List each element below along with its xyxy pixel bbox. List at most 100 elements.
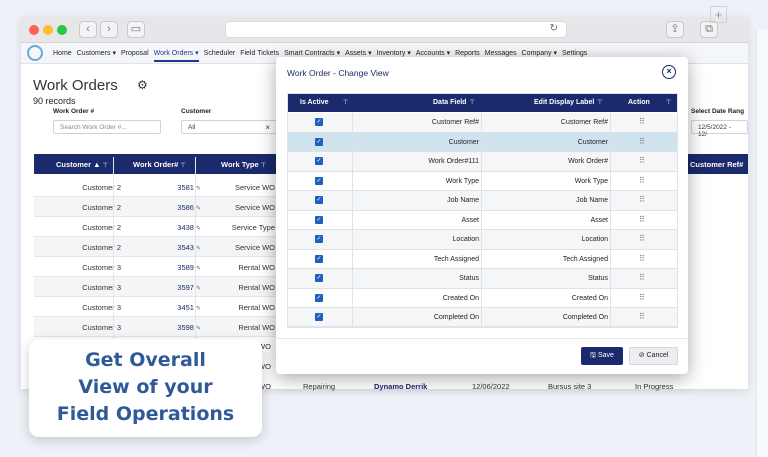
forward-icon[interactable]: › xyxy=(100,21,118,38)
drag-handle-icon[interactable]: ⠿ xyxy=(639,273,645,282)
filter-icon[interactable]: ⊤ xyxy=(102,163,108,169)
edit-icon[interactable]: ✎ xyxy=(195,186,201,192)
work-order-cell[interactable]: 3543 ✎ xyxy=(177,243,201,252)
work-order-link[interactable]: 3543 xyxy=(177,243,194,252)
is-active-checkbox[interactable]: ✓ xyxy=(315,313,323,321)
table-row[interactable]: Customer 3 3451 ✎ Rental WO xyxy=(34,297,279,317)
nav-item[interactable]: Scheduler xyxy=(203,50,236,57)
header-customer-ref[interactable]: Customer Ref# xyxy=(690,160,744,169)
work-order-cell[interactable]: 3451 ✎ xyxy=(177,303,201,312)
drag-handle-icon[interactable]: ⠿ xyxy=(639,156,645,165)
work-order-cell[interactable]: 3597 ✎ xyxy=(177,283,201,292)
edit-icon[interactable]: ✎ xyxy=(195,206,201,212)
is-active-checkbox[interactable]: ✓ xyxy=(315,235,323,243)
clear-icon[interactable]: × xyxy=(265,123,270,132)
customer-select[interactable]: All × xyxy=(181,120,277,134)
is-active-checkbox[interactable]: ✓ xyxy=(315,215,323,224)
nav-item[interactable]: Company ▾ xyxy=(521,50,557,57)
column-config-row[interactable]: ✓ Work Type Work Type ⠿ xyxy=(287,172,678,191)
is-active-checkbox[interactable]: ✓ xyxy=(315,118,323,126)
address-bar[interactable]: ↻ xyxy=(225,21,567,38)
header-customer[interactable]: Customer ▲ ⊤ xyxy=(56,160,108,169)
drag-handle-icon[interactable]: ⠿ xyxy=(639,195,645,204)
header-is-active[interactable]: Is Active xyxy=(300,99,329,106)
table-row[interactable]: Customer 3 3589 ✎ Rental WO xyxy=(34,257,279,277)
display-label-cell[interactable]: Asset xyxy=(590,216,608,224)
nav-item[interactable]: Field Tickets xyxy=(240,50,280,57)
display-label-cell[interactable]: Customer xyxy=(577,138,608,146)
header-work-type[interactable]: Work Type ⊤ xyxy=(221,160,266,169)
display-label-cell[interactable]: Customer Ref# xyxy=(560,119,608,126)
nav-item[interactable]: Settings xyxy=(561,50,588,57)
edit-icon[interactable]: ✎ xyxy=(195,266,201,272)
is-active-checkbox[interactable]: ✓ xyxy=(315,176,323,185)
display-label-cell[interactable]: Work Order# xyxy=(568,158,608,165)
column-config-row[interactable]: ✓ Status Status ⠿ xyxy=(287,269,678,289)
work-order-cell[interactable]: 3581 ✎ xyxy=(177,183,201,192)
is-active-checkbox[interactable]: ✓ xyxy=(315,196,323,204)
filter-icon[interactable]: ⊤ xyxy=(469,100,475,106)
work-order-cell[interactable]: 3589 ✎ xyxy=(177,263,201,272)
column-config-row[interactable]: ✓ Customer Ref# Customer Ref# ⠿ xyxy=(287,113,678,133)
table-row[interactable]: Customer 2 3543 ✎ Service WO xyxy=(34,237,279,257)
share-icon[interactable]: ⇪ xyxy=(666,21,684,38)
close-icon[interactable]: × xyxy=(662,65,676,79)
work-order-link[interactable]: 3586 xyxy=(177,203,194,212)
work-order-link[interactable]: 3451 xyxy=(177,303,194,312)
edit-icon[interactable]: ✎ xyxy=(195,226,201,232)
nav-item[interactable]: Customers ▾ xyxy=(76,50,116,57)
work-order-link[interactable]: 3438 xyxy=(177,223,194,232)
nav-item[interactable]: Accounts ▾ xyxy=(415,50,451,57)
column-config-row[interactable]: ✓ Job Name Job Name ⠿ xyxy=(287,191,678,211)
sidebar-toggle-icon[interactable]: ▭ xyxy=(127,21,145,38)
table-row[interactable]: Customer 2 3438 ✎ Service Type xyxy=(34,217,279,237)
work-order-search-input[interactable]: Search Work Order #... xyxy=(53,120,161,134)
work-order-link[interactable]: 3598 xyxy=(177,323,194,332)
is-active-checkbox[interactable]: ✓ xyxy=(315,137,323,146)
display-label-cell[interactable]: Location xyxy=(581,236,608,243)
nav-item[interactable]: Proposal xyxy=(121,50,149,57)
nav-item[interactable]: Inventory ▾ xyxy=(376,50,411,57)
nav-item[interactable]: Assets ▾ xyxy=(345,50,372,57)
header-data-field[interactable]: Data Field ⊤ xyxy=(433,99,475,106)
drag-handle-icon[interactable]: ⠿ xyxy=(639,292,645,302)
table-row[interactable]: Customer 3 3597 ✎ Rental WO xyxy=(34,277,279,297)
display-label-cell[interactable]: Job Name xyxy=(576,197,608,204)
table-row[interactable]: Customer 2 3581 ✎ Service WO xyxy=(34,177,279,197)
column-config-row[interactable]: ✓ Tech Assigned Tech Assigned ⠿ xyxy=(287,250,678,269)
new-tab-icon[interactable]: + xyxy=(710,6,727,23)
work-order-link[interactable]: 3581 xyxy=(177,183,194,192)
nav-item[interactable]: Home xyxy=(53,50,72,57)
close-window-icon[interactable] xyxy=(29,25,39,35)
edit-icon[interactable]: ✎ xyxy=(195,326,201,332)
nav-item[interactable]: Reports xyxy=(455,50,480,57)
column-config-row[interactable]: ✓ Customer Customer ⠿ xyxy=(287,132,678,152)
column-config-row[interactable]: ✓ Work Order#111 Work Order# ⠿ xyxy=(287,152,678,172)
header-action[interactable]: Action xyxy=(628,99,650,106)
edit-icon[interactable]: ✎ xyxy=(195,286,201,292)
drag-handle-icon[interactable]: ⠿ xyxy=(639,312,645,321)
filter-icon[interactable]: ⊤ xyxy=(343,100,349,106)
tabs-overview-icon[interactable]: ⧉ xyxy=(700,21,718,38)
display-label-cell[interactable]: Work Type xyxy=(574,177,608,185)
header-display-label[interactable]: Edit Display Label ⊤ xyxy=(534,99,603,106)
drag-handle-icon[interactable]: ⠿ xyxy=(639,117,645,126)
company-logo-icon[interactable] xyxy=(27,45,43,61)
reload-icon[interactable]: ↻ xyxy=(549,23,558,34)
display-label-cell[interactable]: Status xyxy=(588,275,608,282)
drag-handle-icon[interactable]: ⠿ xyxy=(639,136,645,146)
edit-icon[interactable]: ✎ xyxy=(195,306,201,312)
is-active-checkbox[interactable]: ✓ xyxy=(315,254,323,263)
display-label-cell[interactable]: Tech Assigned xyxy=(562,255,608,263)
maximize-window-icon[interactable] xyxy=(57,25,67,35)
nav-item[interactable]: Smart Contracts ▾ xyxy=(284,50,341,57)
last-row-tech[interactable]: Dynamo Derrik xyxy=(374,382,428,391)
drag-handle-icon[interactable]: ⠿ xyxy=(639,253,645,263)
header-work-order[interactable]: Work Order# ⊤ xyxy=(133,160,186,169)
filter-icon[interactable]: ⊤ xyxy=(666,100,672,106)
drag-handle-icon[interactable]: ⠿ xyxy=(639,234,645,243)
nav-item[interactable]: Messages xyxy=(484,50,517,57)
filter-icon[interactable]: ⊤ xyxy=(180,163,186,169)
cancel-button[interactable]: ⊘ Cancel xyxy=(629,347,678,365)
work-order-cell[interactable]: 3598 ✎ xyxy=(177,323,201,332)
